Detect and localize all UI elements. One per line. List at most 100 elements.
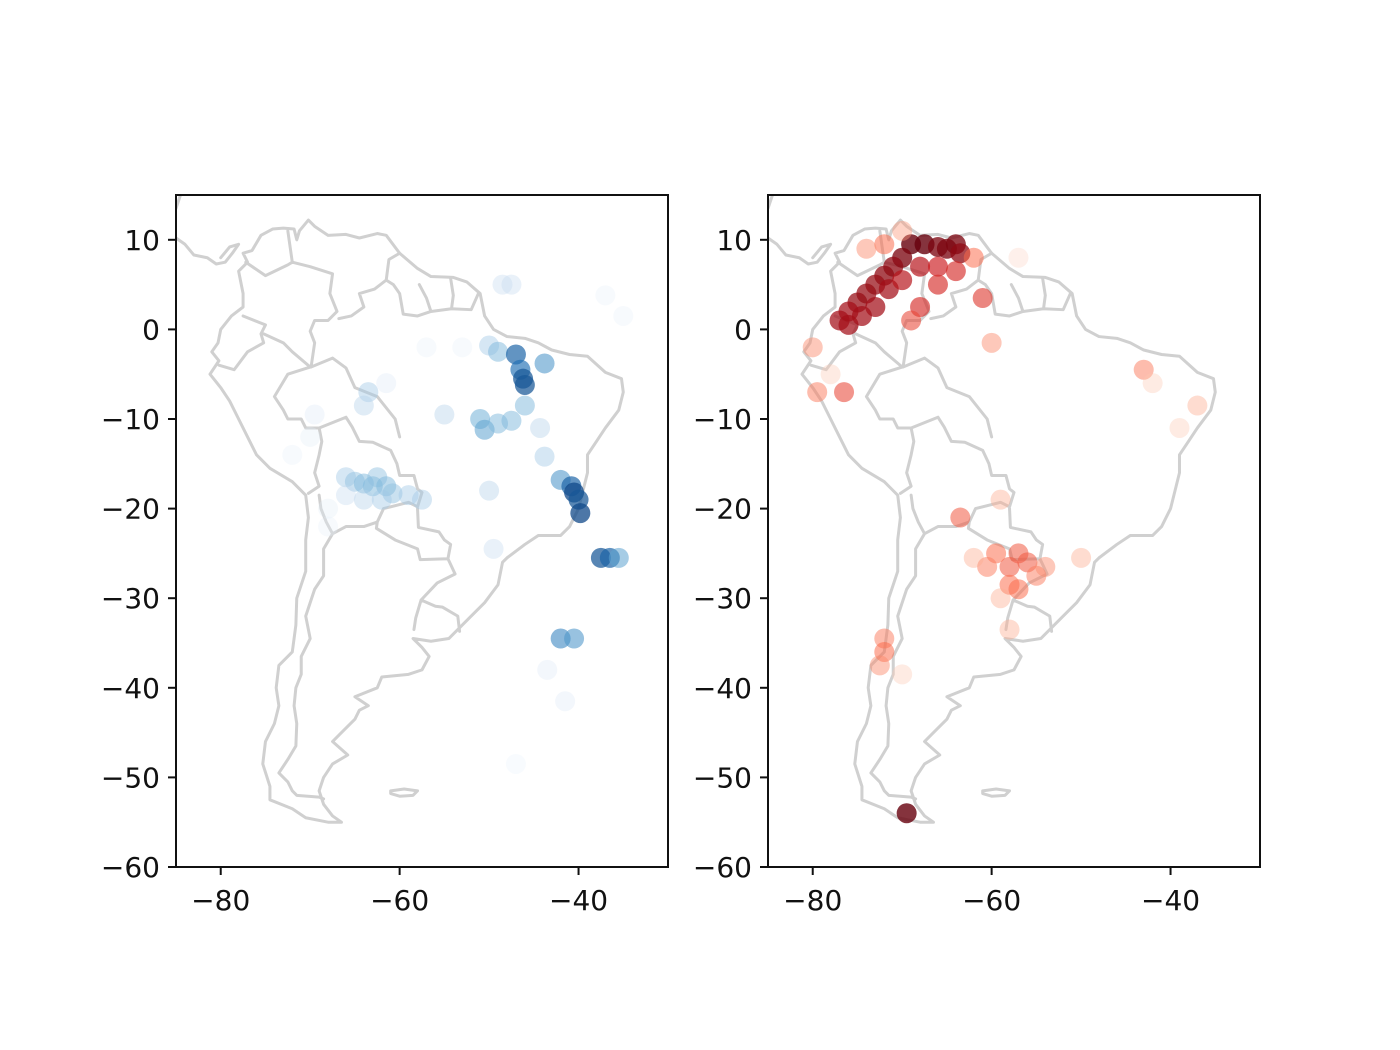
scatter-point [501, 274, 522, 295]
scatter-point [514, 395, 535, 416]
x-tick-label: −60 [962, 884, 1021, 917]
right-map-outline [768, 195, 1215, 822]
scatter-point [570, 503, 591, 524]
scatter-point [865, 297, 886, 317]
scatter-point [537, 659, 558, 680]
left-axes-background [176, 195, 668, 867]
y-tick-label: −50 [693, 761, 752, 794]
coastline [983, 789, 1010, 796]
left-scatter-points [282, 274, 634, 774]
scatter-point [963, 547, 984, 568]
coastline [210, 220, 623, 822]
left-y-axis: 10 0 −10 −20 −30 −40 −50 −60 [101, 224, 176, 884]
left-axes-frame [175, 194, 669, 868]
scatter-point [834, 382, 855, 403]
right-axes-frame [767, 194, 1261, 868]
scatter-point [892, 270, 913, 291]
scatter-point [990, 489, 1011, 510]
left-panel: −80 −60 −40 10 0 −10 −20 −30 −40 −50 −60 [101, 194, 669, 917]
y-tick-label: 0 [142, 313, 160, 346]
scatter-point [452, 337, 473, 358]
scatter-point [534, 446, 555, 467]
right-x-axis: −80 −60 −40 [783, 867, 1200, 917]
scatter-point [412, 489, 432, 510]
scatter-point [910, 256, 931, 277]
scatter-point [376, 476, 397, 497]
scatter-point [977, 556, 998, 577]
y-tick-label: −30 [693, 582, 752, 615]
scatter-point [892, 664, 913, 685]
scatter-point [505, 344, 526, 365]
scatter-point [1169, 417, 1190, 438]
y-tick-label: −30 [101, 582, 160, 615]
y-tick-label: 0 [734, 313, 752, 346]
scatter-point [1008, 247, 1029, 268]
scatter-point [300, 426, 321, 447]
scatter-point [981, 332, 1002, 353]
scatter-point [530, 417, 551, 438]
country-border [219, 231, 478, 799]
scatter-point [613, 305, 634, 326]
y-tick-label: −20 [693, 493, 752, 526]
x-tick-label: −60 [370, 884, 429, 917]
scatter-point [927, 274, 948, 295]
scatter-point [896, 803, 917, 824]
right-axes-background [768, 195, 1260, 867]
x-tick-label: −80 [191, 884, 250, 917]
scatter-point [483, 538, 504, 559]
scatter-point [358, 382, 379, 403]
scatter-point [335, 467, 356, 488]
scatter-point [963, 247, 984, 268]
scatter-point [972, 288, 993, 309]
scatter-point [901, 310, 922, 331]
scatter-point [488, 341, 509, 362]
scatter-point [318, 498, 339, 519]
scatter-point [479, 480, 500, 501]
scatter-point [416, 337, 437, 358]
scatter-point [999, 619, 1020, 640]
scatter-point [1035, 556, 1056, 577]
scatter-point [434, 404, 455, 425]
scatter-point [807, 382, 828, 403]
scatter-point [869, 655, 890, 676]
scatter-point [353, 489, 374, 510]
scatter-point [950, 507, 971, 528]
scatter-point [398, 485, 419, 506]
scatter-point [304, 404, 325, 425]
scatter-point [318, 516, 339, 537]
y-tick-label: −20 [101, 493, 160, 526]
scatter-point [534, 353, 555, 374]
x-tick-label: −40 [1141, 884, 1200, 917]
scatter-point [335, 485, 356, 506]
coastline [176, 238, 239, 264]
scatter-point [608, 547, 629, 568]
scatter-point [505, 753, 526, 774]
y-tick-label: −50 [101, 761, 160, 794]
scatter-point [802, 337, 823, 358]
coastline [802, 220, 1215, 822]
scatter-point [990, 588, 1011, 609]
right-panel: −80 −60 −40 10 0 −10 −20 −30 −40 −50 −60 [693, 194, 1261, 917]
scatter-point [501, 410, 522, 431]
scatter-point [1026, 565, 1047, 586]
scatter-point [382, 483, 403, 504]
left-x-axis: −80 −60 −40 [191, 867, 608, 917]
coastline [391, 789, 418, 796]
y-tick-label: 10 [124, 224, 160, 257]
y-tick-label: −60 [101, 851, 160, 884]
scatter-point [945, 261, 966, 282]
scatter-point [376, 373, 397, 394]
right-y-axis: 10 0 −10 −20 −30 −40 −50 −60 [693, 224, 768, 884]
scatter-point [892, 220, 913, 241]
left-south-america-outline [176, 195, 623, 822]
y-tick-label: −10 [101, 403, 160, 436]
scatter-point [282, 444, 303, 465]
scatter-point [1133, 359, 1154, 380]
scatter-point [564, 628, 585, 649]
y-tick-label: −10 [693, 403, 752, 436]
y-tick-label: −40 [101, 672, 160, 705]
scatter-point [353, 395, 374, 416]
right-scatter-points [802, 220, 1208, 824]
scatter-point [856, 238, 877, 259]
